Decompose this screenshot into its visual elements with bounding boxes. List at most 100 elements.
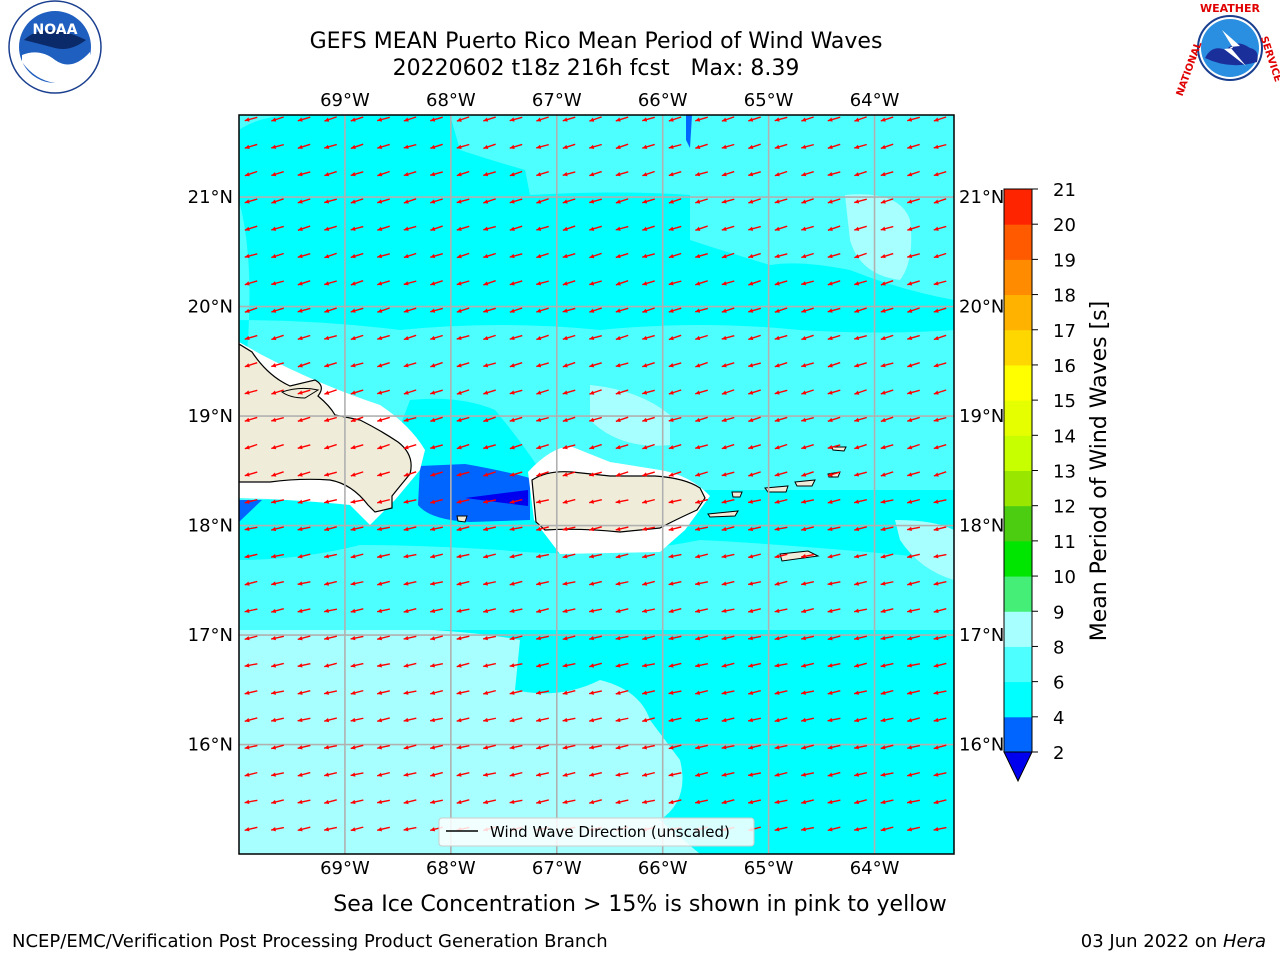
lon-tick-label: 66°W (638, 858, 688, 879)
wind-wave-arrowhead (695, 226, 701, 231)
wind-wave-arrowhead (774, 718, 780, 723)
wind-wave-arrowhead (615, 772, 621, 777)
wind-wave-arrowhead (589, 254, 595, 259)
wind-wave-arrowhead (297, 117, 303, 122)
wind-wave-arrowhead (801, 417, 807, 422)
wind-wave-arrowhead (350, 417, 356, 423)
wind-wave-arrowhead (589, 690, 594, 695)
wind-wave-arrowhead (589, 772, 595, 777)
wind-wave-arrowhead (748, 499, 753, 504)
wind-wave-arrowhead (430, 772, 436, 777)
wind-wave-arrowhead (430, 827, 436, 832)
wind-wave-arrowhead (536, 499, 541, 504)
colorbar-segment (1004, 540, 1032, 577)
wind-wave-arrowhead (430, 799, 435, 805)
wind-wave-arrowhead (509, 390, 515, 395)
wind-wave-arrowhead (668, 117, 674, 122)
wind-wave-arrowhead (933, 335, 939, 341)
wind-wave-arrowhead (483, 363, 489, 368)
wind-wave-arrowhead (827, 144, 833, 149)
wind-wave-arrowhead (695, 253, 701, 259)
wind-wave-arrowhead (271, 172, 277, 177)
wind-wave-arrowhead (589, 417, 595, 422)
wind-wave-arrowhead (536, 581, 542, 586)
wind-wave-arrowhead (403, 581, 409, 586)
wind-wave-arrowhead (721, 199, 727, 204)
wind-wave-arrowhead (324, 663, 330, 668)
lon-tick-label: 66°W (638, 90, 688, 111)
wind-wave-arrowhead (933, 417, 939, 422)
wind-wave-arrowhead (748, 199, 754, 204)
wind-wave-arrowhead (880, 635, 886, 641)
colorbar-tick-label: 9 (1053, 602, 1064, 623)
wind-wave-arrowhead (483, 690, 489, 695)
wind-wave-arrowhead (801, 445, 807, 450)
wind-wave-arrowhead (748, 663, 754, 668)
wind-wave-arrowhead (642, 772, 648, 777)
wind-wave-arrowhead (536, 772, 541, 777)
wind-wave-arrowhead (377, 499, 383, 504)
lat-tick-label: 21°N (188, 187, 233, 208)
wind-wave-arrowhead (244, 499, 250, 504)
wind-wave-arrowhead (880, 526, 886, 532)
wind-wave-arrowhead (297, 554, 303, 559)
wind-wave-arrowhead (350, 390, 356, 395)
wind-wave-arrowhead (615, 635, 621, 641)
wind-wave-arrowhead (536, 254, 542, 259)
wind-wave-arrowhead (695, 581, 700, 586)
wind-wave-arrowhead (536, 335, 542, 341)
sea-ice-note: Sea Ice Concentration > 15% is shown in … (333, 892, 947, 917)
wind-wave-arrowhead (562, 799, 568, 805)
wind-wave-arrowhead (774, 253, 780, 259)
wind-wave-arrowhead (668, 772, 674, 777)
wind-wave-arrowhead (880, 472, 886, 477)
wind-wave-arrowhead (721, 499, 727, 504)
wind-wave-arrowhead (509, 117, 515, 122)
wind-wave-arrowhead (589, 608, 594, 613)
colorbar-label: Mean Period of Wind Waves [s] (1087, 301, 1112, 641)
wind-wave-arrowhead (748, 581, 753, 586)
map-legend: Wind Wave Direction (unscaled) (438, 817, 755, 847)
wind-wave-arrowhead (907, 499, 913, 504)
wind-wave-arrowhead (350, 717, 356, 723)
wind-wave-arrowhead (827, 253, 833, 259)
wind-wave-arrowhead (721, 581, 727, 586)
wind-wave-arrowhead (456, 717, 462, 723)
wind-wave-arrowhead (854, 554, 859, 559)
colorbar-tick-label: 6 (1053, 673, 1064, 694)
colorbar-segment (1004, 716, 1032, 753)
wind-wave-arrowhead (668, 608, 674, 614)
wind-wave-arrowhead (456, 254, 462, 259)
wind-wave-arrowhead (854, 199, 860, 204)
wind-wave-arrowhead (324, 717, 330, 723)
wind-wave-arrowhead (509, 745, 515, 750)
wind-wave-arrowhead (271, 335, 277, 341)
wind-wave-arrowhead (748, 281, 754, 286)
contour-zone-6-8s-north (239, 115, 954, 300)
wind-wave-arrowhead (350, 226, 356, 231)
map-contents (239, 115, 954, 854)
wind-wave-arrowhead (244, 636, 250, 641)
wind-wave-arrowhead (297, 526, 303, 532)
wind-wave-arrowhead (642, 417, 648, 422)
wind-wave-arrowhead (562, 308, 568, 313)
wind-wave-arrowhead (748, 554, 754, 559)
lon-tick-labels-top: 69°W 68°W 67°W 66°W 65°W 64°W (320, 90, 900, 111)
wind-wave-arrowhead (801, 663, 807, 668)
wind-wave-arrowhead (403, 363, 409, 368)
wind-wave-arrowhead (456, 526, 462, 532)
lat-tick-label: 16°N (188, 735, 233, 756)
wind-wave-arrowhead (774, 226, 780, 231)
wind-wave-arrowhead (589, 308, 595, 313)
wind-wave-arrowhead (589, 554, 594, 559)
wind-wave-arrowhead (483, 635, 488, 641)
wind-wave-arrowhead (933, 581, 939, 586)
wind-wave-arrowhead (244, 117, 250, 122)
lat-tick-label: 17°N (188, 625, 233, 646)
wind-wave-arrowhead (244, 417, 250, 422)
wind-wave-arrowhead (668, 581, 674, 586)
land-sombrero (831, 446, 847, 452)
wind-wave-arrowhead (271, 472, 277, 477)
wind-wave-arrowhead (377, 226, 383, 231)
wind-wave-arrowhead (324, 308, 330, 313)
